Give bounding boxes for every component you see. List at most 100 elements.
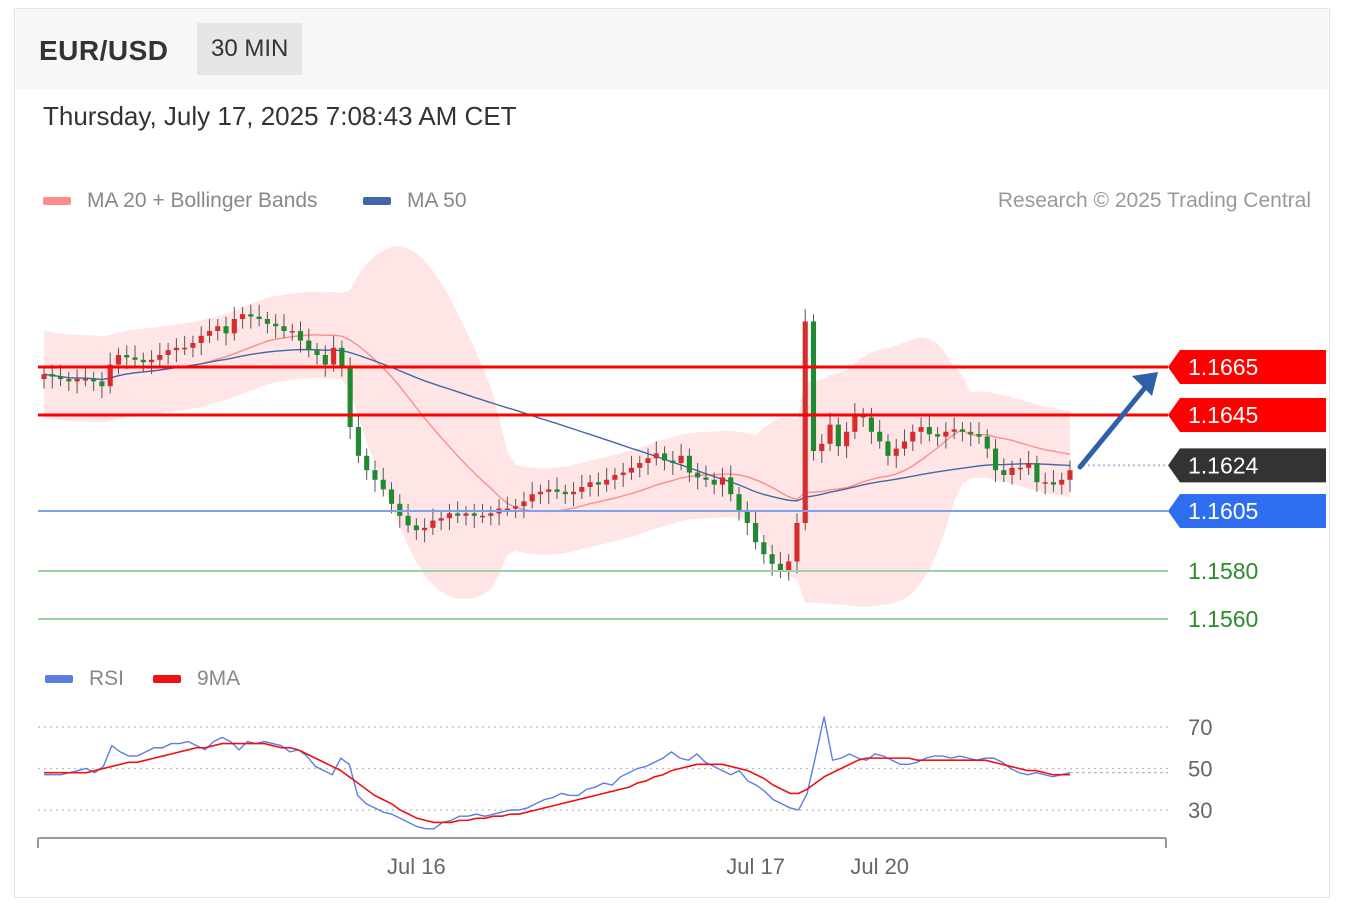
candle-body	[968, 431, 974, 435]
candle-body	[413, 525, 419, 531]
chart-card: EUR/USD 30 MIN Thursday, July 17, 2025 7…	[14, 8, 1330, 898]
candle-body	[471, 513, 477, 516]
candle-body	[819, 443, 825, 451]
candle-body	[82, 379, 88, 381]
resistance-price-tag-label: 1.1645	[1188, 402, 1258, 428]
support-price-tag-label: 1.1605	[1188, 498, 1258, 524]
candle-body	[49, 374, 55, 377]
candle-body	[165, 350, 171, 355]
candle-body	[372, 470, 378, 480]
candle-body	[273, 323, 279, 327]
candle-body	[695, 472, 701, 478]
legend-ma50-label: MA 50	[407, 189, 467, 212]
candle-body	[463, 513, 469, 516]
candle-body	[910, 431, 916, 442]
candle-body	[297, 331, 304, 341]
candle-body	[670, 460, 676, 463]
candle-body	[901, 441, 908, 449]
candle-body	[281, 326, 287, 331]
ma50-line	[43, 348, 1071, 502]
x-axis-tick-label: Jul 20	[850, 854, 909, 879]
candle-body	[388, 489, 395, 504]
candle-body	[1042, 482, 1048, 484]
candle-body	[885, 441, 891, 456]
candle-body	[322, 355, 328, 365]
candlesticks	[41, 304, 1073, 581]
candle-body	[148, 359, 155, 363]
candle-body	[570, 491, 577, 495]
candle-body	[91, 379, 97, 382]
candle-body	[653, 453, 659, 459]
target-level-label: 1.1580	[1188, 558, 1258, 584]
candle-body	[479, 515, 486, 518]
candle-body	[959, 429, 966, 432]
candle-body	[637, 463, 643, 468]
candle-body	[926, 427, 932, 435]
x-axis-tick-label: Jul 17	[726, 854, 785, 879]
resistance-price-tag	[1168, 398, 1326, 432]
candle-body	[124, 355, 130, 358]
legend-rsi: RSI	[45, 667, 124, 691]
candle-body	[612, 475, 618, 480]
bollinger-bands	[44, 246, 1070, 607]
candle-body	[306, 340, 312, 351]
current-price-tag	[1168, 448, 1326, 483]
candle-body	[827, 424, 833, 444]
candle-body	[107, 364, 113, 387]
rsi-swatch-icon	[45, 675, 73, 683]
candle-body	[943, 431, 949, 437]
candle-body	[703, 477, 709, 480]
candle-body	[66, 379, 72, 382]
ma50-swatch-icon	[363, 197, 391, 205]
rsi-tick-label: 70	[1188, 715, 1212, 740]
candle-body	[587, 482, 593, 487]
candle-body	[686, 455, 692, 473]
candle-body	[157, 355, 163, 360]
candle-body	[99, 381, 105, 387]
candle-body	[744, 511, 750, 523]
candle-body	[422, 527, 428, 531]
legend-rsi-label: RSI	[89, 667, 125, 690]
resistance-price-tag-label: 1.1665	[1188, 354, 1258, 380]
candle-body	[554, 489, 560, 492]
bollinger-band-area	[44, 246, 1070, 607]
candle-body	[339, 347, 345, 367]
candle-body	[595, 482, 601, 485]
ma20-swatch-icon	[43, 197, 71, 205]
candle-body	[753, 523, 759, 543]
candle-body	[190, 343, 196, 348]
rsi-tick-label: 50	[1188, 757, 1212, 782]
candle-body	[521, 501, 527, 507]
candle-body	[57, 376, 64, 379]
rsi-line	[44, 716, 1071, 830]
candle-body	[1026, 463, 1032, 468]
candle-body	[1067, 470, 1073, 480]
candle-body	[41, 374, 47, 379]
forecast-arrow-head-icon	[1132, 372, 1158, 396]
rsi-tick-label: 30	[1188, 798, 1212, 823]
candle-body	[397, 503, 403, 516]
candle-body	[761, 542, 767, 555]
candle-body	[893, 448, 899, 456]
candle-body	[852, 415, 858, 432]
candle-body	[844, 431, 850, 447]
candle-body	[935, 434, 941, 437]
candle-body	[794, 523, 800, 562]
candle-body	[736, 494, 742, 511]
candle-body	[347, 367, 353, 427]
candle-body	[355, 427, 361, 456]
ma9-swatch-icon	[153, 675, 181, 683]
timeframe-badge[interactable]: 30 MIN	[197, 23, 303, 75]
candle-body	[446, 513, 453, 519]
candle-body	[256, 316, 262, 319]
candle-body	[1050, 482, 1057, 485]
candle-body	[455, 513, 461, 516]
candle-body	[198, 335, 204, 343]
candle-body	[992, 448, 999, 471]
forecast-arrow-shaft	[1077, 381, 1151, 470]
candle-body	[314, 350, 320, 355]
candle-body	[380, 479, 386, 490]
candle-body	[562, 491, 568, 495]
rsi-9ma-line	[44, 742, 1070, 824]
candle-body	[777, 563, 783, 571]
